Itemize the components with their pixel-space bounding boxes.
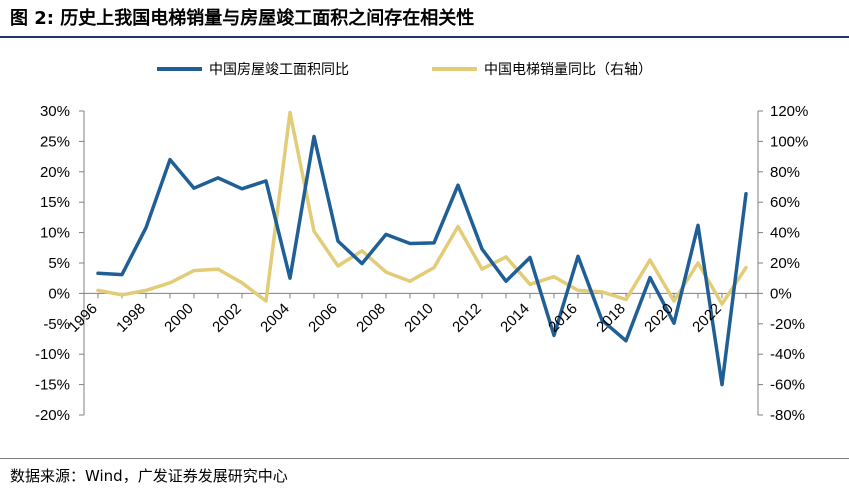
legend-label-elevator: 中国电梯销量同比（右轴） <box>484 62 652 78</box>
y-right-tick-label: 0% <box>770 285 792 302</box>
y-right-tick-label: 20% <box>770 255 800 272</box>
y-left-tick-label: 15% <box>40 194 70 211</box>
x-tick-label: 2000 <box>161 300 197 336</box>
y-left-tick-label: 20% <box>40 164 70 181</box>
legend-label-completion: 中国房屋竣工面积同比 <box>209 62 349 78</box>
y-right-tick-label: 40% <box>770 225 800 242</box>
y-right-tick-label: -60% <box>770 377 805 394</box>
footer-divider <box>0 458 849 459</box>
y-left-tick-label: 5% <box>48 255 70 272</box>
x-tick-label: 1998 <box>113 300 149 336</box>
x-tick-label: 2008 <box>353 300 389 336</box>
y-right-tick-label: 100% <box>770 133 808 150</box>
y-right-tick-label: -40% <box>770 346 805 363</box>
x-tick-label: 2012 <box>449 300 485 336</box>
x-tick-label: 1996 <box>65 300 101 336</box>
x-tick-label: 2004 <box>257 300 293 336</box>
x-tick-label: 2006 <box>305 300 341 336</box>
y-right-tick-label: 80% <box>770 164 800 181</box>
y-left-tick-label: 10% <box>40 225 70 242</box>
y-left-tick-label: -5% <box>43 316 70 333</box>
x-tick-label: 2022 <box>689 300 725 336</box>
y-left-tick-label: -20% <box>35 407 70 424</box>
axes <box>79 110 763 416</box>
y-right-tick-label: -80% <box>770 407 805 424</box>
x-tick-label: 2018 <box>593 300 629 336</box>
series-line-completion <box>96 134 748 387</box>
tick-labels: 30% 25% 20% 15% 10% 5% 0% -5% -10% -15% -20% 120% 10… <box>35 103 808 424</box>
y-right-tick-label: -20% <box>770 316 805 333</box>
legend: 中国房屋竣工面积同比 中国电梯销量同比（右轴） <box>157 62 652 78</box>
x-tick-label: 2010 <box>401 300 437 336</box>
y-right-tick-label: 120% <box>770 103 808 120</box>
y-left-tick-label: -10% <box>35 346 70 363</box>
y-left-tick-label: 0% <box>48 285 70 302</box>
title-divider <box>0 36 849 38</box>
data-source: 数据来源：Wind，广发证券发展研究中心 <box>10 467 288 485</box>
x-tick-label: 2014 <box>497 300 533 336</box>
x-tick-label: 2002 <box>209 300 245 336</box>
page-title: 图 2: 历史上我国电梯销量与房屋竣工面积之间存在相关性 <box>10 8 475 29</box>
y-left-tick-label: -15% <box>35 377 70 394</box>
y-left-tick-label: 25% <box>40 133 70 150</box>
y-left-tick-label: 30% <box>40 103 70 120</box>
series-layer <box>96 110 748 387</box>
y-right-tick-label: 60% <box>770 194 800 211</box>
series-line-elevator <box>96 110 748 306</box>
x-tick-label: 2016 <box>545 300 581 336</box>
